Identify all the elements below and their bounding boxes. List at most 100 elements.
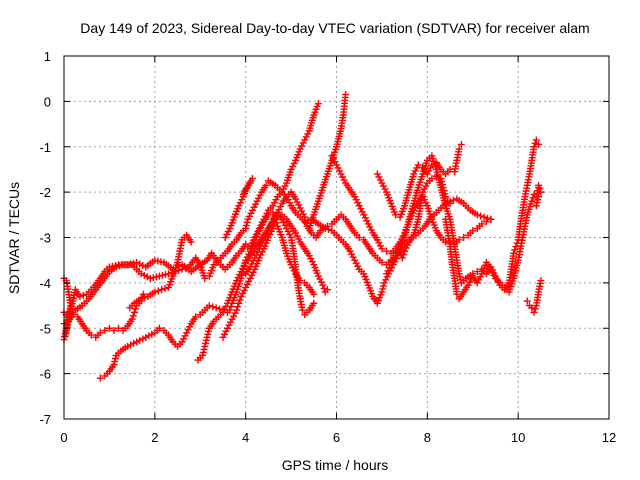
x-tick-label: 10 [511,430,525,445]
data-point [233,306,241,314]
data-point [484,214,492,222]
data-point [535,193,543,201]
data-point [511,246,519,254]
data-series [219,215,318,341]
data-point [398,254,406,262]
data-point [101,327,109,335]
data-point [510,249,518,257]
data-point [112,263,120,271]
data-point [537,188,545,196]
data-point [355,234,363,241]
data-point [378,245,386,253]
data-point [528,197,536,205]
data-point [531,305,539,313]
data-series [382,136,543,294]
data-point [457,140,465,148]
data-point [115,324,122,332]
data-point [530,143,538,151]
data-point [535,181,543,189]
data-point [161,285,169,293]
data-series [532,181,545,210]
data-point [535,140,543,148]
y-tick-label: -1 [39,140,51,155]
data-point [399,251,407,259]
x-tick-label: 12 [602,430,616,445]
data-point [378,258,386,266]
data-point [523,297,531,305]
x-tick-label: 6 [333,430,340,445]
data-series [328,152,495,257]
data-point [382,247,390,255]
data-point [264,211,272,219]
data-point [477,212,485,220]
data-series [221,175,256,241]
data-point [310,299,318,307]
data-point [536,185,544,193]
data-point [314,100,322,108]
data-point [529,194,537,202]
y-tick-label: 0 [44,94,51,109]
data-point [139,290,147,298]
data-point [226,306,234,314]
data-point [87,331,95,339]
data-point [192,313,200,321]
data-series [442,184,543,303]
data-series [373,140,465,221]
data-point [310,290,318,298]
y-axis-label: SDTVAR / TECUs [6,182,22,294]
data-point [455,236,463,244]
data-point [323,222,331,230]
data-point [205,302,213,310]
data-point [239,190,247,198]
data-point [110,327,118,335]
data-point [298,306,306,314]
data-point [537,277,545,285]
data-point [528,304,536,312]
data-point [236,296,244,304]
data-point [234,303,242,311]
data-point [532,136,540,144]
data-point [482,218,490,226]
data-point [531,139,539,147]
data-point [487,215,495,223]
data-point [141,294,149,302]
data-point [201,274,209,282]
data-point [414,161,422,169]
y-tick-label: -6 [39,367,51,382]
data-point [96,374,104,382]
data-point [151,288,159,296]
data-point [69,311,77,319]
data-point [129,312,137,320]
data-point [155,324,163,332]
data-point [469,227,477,235]
data-point [319,281,327,289]
data-point [154,287,162,295]
data-point [262,181,270,189]
chart-title: Day 149 of 2023, Sidereal Day-to-day VTE… [80,20,589,36]
data-point [96,329,104,337]
y-tick-label: -7 [39,412,51,427]
data-series [242,209,318,319]
data-point [342,91,350,99]
data-point [480,213,488,221]
data-point [209,303,217,311]
data-series [96,209,331,382]
data-point [178,265,186,273]
x-tick-label: 4 [242,430,249,445]
data-point [105,324,113,332]
x-tick-label: 0 [60,430,67,445]
data-point [79,291,87,299]
data-point [212,304,220,312]
data-point [455,145,463,153]
x-tick-label: 8 [424,430,431,445]
data-point [137,295,145,303]
data-point [132,305,140,313]
data-point [473,211,481,219]
data-point [428,175,436,183]
data-point [530,308,538,316]
data-series [305,91,350,232]
data-points [60,91,545,382]
y-tick-label: -2 [39,185,51,200]
